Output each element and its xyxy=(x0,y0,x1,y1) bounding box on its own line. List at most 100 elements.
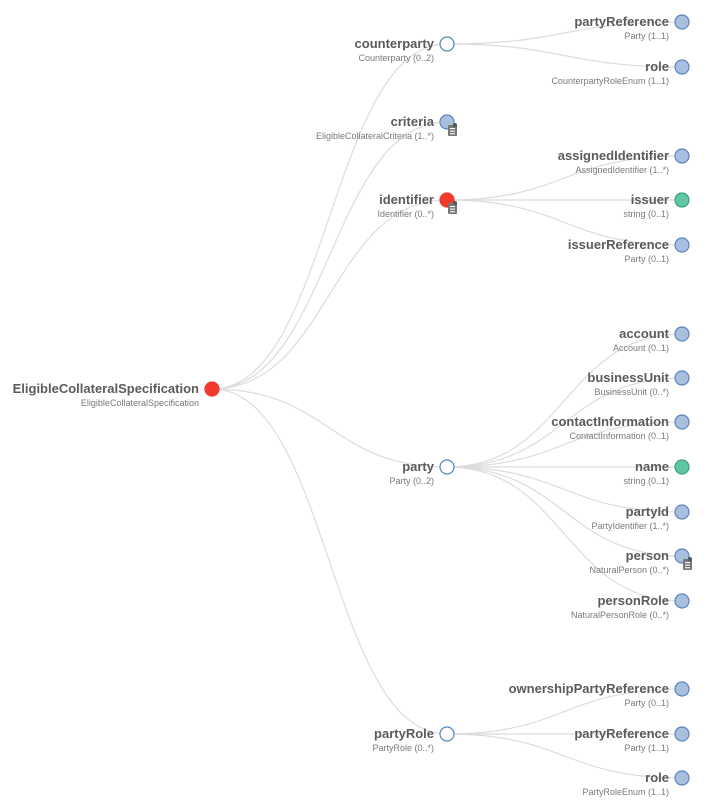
node-label: partyRole xyxy=(374,726,434,741)
tree-node-party-person[interactable]: person NaturalPerson (0..*) xyxy=(589,548,692,575)
link-root-partyRole xyxy=(211,388,448,735)
link-identifier-issuerReference xyxy=(446,199,683,246)
node-label: person xyxy=(626,548,669,563)
tree-node-party-businessUnit[interactable]: businessUnit BusinessUnit (0..*) xyxy=(587,370,690,397)
link-root-identifier xyxy=(211,199,448,390)
document-icon[interactable] xyxy=(448,201,457,214)
node-label: ownershipPartyReference xyxy=(509,681,669,696)
link-party-account xyxy=(446,333,683,468)
tree-node-party-partyId[interactable]: partyId PartyIdentifier (1..*) xyxy=(591,504,690,531)
node-label: personRole xyxy=(597,593,669,608)
node-type: EligibleCollateralSpecification xyxy=(81,398,199,408)
node-circle-icon[interactable] xyxy=(674,593,690,609)
node-circle-icon[interactable] xyxy=(674,504,690,520)
tree-node-root[interactable]: EligibleCollateralSpecification EligibleC… xyxy=(13,381,220,408)
node-type: NaturalPersonRole (0..*) xyxy=(571,610,669,620)
node-label: identifier xyxy=(379,192,434,207)
node-type: PartyIdentifier (1..*) xyxy=(591,521,669,531)
tree-node-counterparty-partyReference[interactable]: partyReference Party (1..1) xyxy=(574,14,690,41)
node-label: partyReference xyxy=(574,14,669,29)
tree-node-identifier[interactable]: identifier Identifier (0..*) xyxy=(377,192,457,219)
node-type: Party (0..2) xyxy=(389,476,434,486)
tree-node-party-account[interactable]: account Account (0..1) xyxy=(613,326,690,353)
node-type: Party (0..1) xyxy=(624,698,669,708)
node-type: string (0..1) xyxy=(623,209,669,219)
node-type: ContactInformation (0..1) xyxy=(569,431,669,441)
tree-node-party-name[interactable]: name string (0..1) xyxy=(623,459,690,486)
node-label: name xyxy=(635,459,669,474)
node-circle-icon[interactable] xyxy=(674,59,690,75)
node-circle-icon[interactable] xyxy=(439,36,455,52)
node-label: account xyxy=(619,326,670,341)
tree-node-identifier-assignedIdentifier[interactable]: assignedIdentifier AssignedIdentifier (1.… xyxy=(558,148,690,175)
link-counterparty-partyReference xyxy=(446,21,683,45)
node-label: issuer xyxy=(631,192,669,207)
document-icon[interactable] xyxy=(683,557,692,570)
tree-node-identifier-issuerReference[interactable]: issuerReference Party (0..1) xyxy=(568,237,690,264)
node-circle-icon[interactable] xyxy=(439,726,455,742)
link-identifier-assignedIdentifier xyxy=(446,155,683,201)
node-circle-icon[interactable] xyxy=(674,370,690,386)
node-type: Account (0..1) xyxy=(613,343,669,353)
node-type: BusinessUnit (0..*) xyxy=(594,387,669,397)
tree-node-criteria[interactable]: criteria EligibleCollateralCriteria (1..*… xyxy=(316,114,457,141)
tree-node-partyRole-ownershipPartyReference[interactable]: ownershipPartyReference Party (0..1) xyxy=(509,681,690,708)
tree-node-party[interactable]: party Party (0..2) xyxy=(389,459,455,486)
node-label: role xyxy=(645,59,669,74)
node-label: partyReference xyxy=(574,726,669,741)
tree-node-counterparty-role[interactable]: role CounterpartyRoleEnum (1..1) xyxy=(551,59,690,86)
tree-node-party-personRole[interactable]: personRole NaturalPersonRole (0..*) xyxy=(571,593,690,620)
node-circle-icon[interactable] xyxy=(674,459,690,475)
tree-node-partyRole-role[interactable]: role PartyRoleEnum (1..1) xyxy=(582,770,690,797)
node-label: counterparty xyxy=(355,36,435,51)
link-root-counterparty xyxy=(211,43,448,390)
node-type: Counterparty (0..2) xyxy=(358,53,434,63)
node-circle-icon[interactable] xyxy=(674,14,690,30)
node-circle-icon[interactable] xyxy=(674,326,690,342)
tree-node-counterparty[interactable]: counterparty Counterparty (0..2) xyxy=(355,36,455,63)
node-type: PartyRoleEnum (1..1) xyxy=(582,787,669,797)
node-type: NaturalPerson (0..*) xyxy=(589,565,669,575)
tree-node-identifier-issuer[interactable]: issuer string (0..1) xyxy=(623,192,690,219)
node-circle-icon[interactable] xyxy=(674,726,690,742)
node-circle-icon[interactable] xyxy=(674,414,690,430)
node-circle-icon[interactable] xyxy=(674,192,690,208)
node-circle-icon[interactable] xyxy=(674,148,690,164)
node-type: AssignedIdentifier (1..*) xyxy=(575,165,669,175)
node-label: role xyxy=(645,770,669,785)
tree-links xyxy=(211,21,683,779)
link-root-party xyxy=(211,388,448,468)
tree-node-party-contactInformation[interactable]: contactInformation ContactInformation (0.… xyxy=(551,414,690,441)
tree-node-partyRole-partyReference[interactable]: partyReference Party (1..1) xyxy=(574,726,690,753)
node-label: contactInformation xyxy=(551,414,669,429)
node-circle-icon[interactable] xyxy=(674,237,690,253)
link-party-person xyxy=(446,466,683,557)
node-label: EligibleCollateralSpecification xyxy=(13,381,199,396)
node-label: criteria xyxy=(391,114,435,129)
node-type: Party (0..1) xyxy=(624,254,669,264)
node-type: CounterpartyRoleEnum (1..1) xyxy=(551,76,669,86)
node-label: issuerReference xyxy=(568,237,669,252)
link-partyRole-role xyxy=(446,733,683,779)
node-label: assignedIdentifier xyxy=(558,148,669,163)
node-circle-icon[interactable] xyxy=(674,681,690,697)
node-type: Party (1..1) xyxy=(624,31,669,41)
link-party-partyId xyxy=(446,466,683,513)
node-label: partyId xyxy=(626,504,669,519)
node-circle-icon[interactable] xyxy=(674,770,690,786)
document-icon[interactable] xyxy=(448,123,457,136)
node-type: PartyRole (0..*) xyxy=(372,743,434,753)
link-counterparty-role xyxy=(446,43,683,68)
node-label: businessUnit xyxy=(587,370,669,385)
node-type: Party (1..1) xyxy=(624,743,669,753)
link-party-businessUnit xyxy=(446,377,683,468)
node-circle-icon[interactable] xyxy=(439,459,455,475)
node-circle-icon[interactable] xyxy=(204,381,220,397)
link-partyRole-ownershipPartyReference xyxy=(446,688,683,735)
tree-nodes: EligibleCollateralSpecification EligibleC… xyxy=(13,14,692,797)
node-type: string (0..1) xyxy=(623,476,669,486)
link-party-personRole xyxy=(446,466,683,602)
node-type: Identifier (0..*) xyxy=(377,209,434,219)
tree-node-partyRole[interactable]: partyRole PartyRole (0..*) xyxy=(372,726,455,753)
